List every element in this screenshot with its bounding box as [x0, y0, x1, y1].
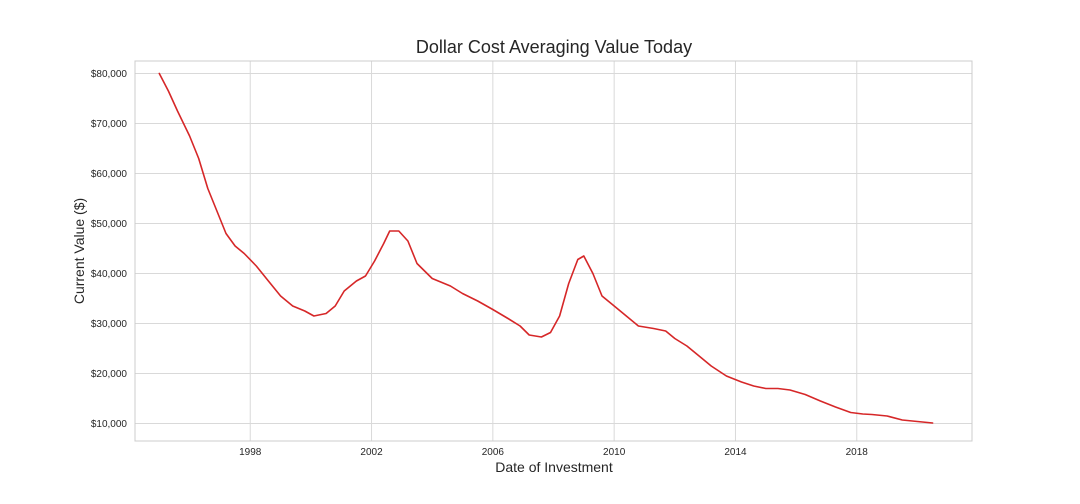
y-tick-label: $30,000	[91, 319, 128, 330]
y-tick-label: $70,000	[91, 119, 128, 130]
x-tick-label: 2002	[360, 447, 383, 458]
y-axis-ticks: $10,000 $20,000 $30,000 $40,000 $50,000 $60,0…	[91, 69, 128, 430]
x-tick-label: 2006	[482, 447, 505, 458]
plot-area-frame	[134, 60, 973, 442]
y-tick-label: $80,000	[91, 69, 128, 80]
y-tick-label: $50,000	[91, 219, 128, 230]
y-axis-label: Current Value ($)	[71, 198, 87, 304]
x-tick-label: 2018	[846, 447, 869, 458]
x-tick-label: 2014	[724, 447, 747, 458]
y-gridlines	[135, 73, 972, 424]
x-axis-label: Date of Investment	[495, 459, 613, 475]
x-tick-label: 2010	[603, 447, 626, 458]
y-tick-label: $10,000	[91, 419, 128, 430]
x-gridlines	[249, 61, 858, 441]
x-axis-ticks: 1998 2002 2006 2010 2014 2018	[239, 447, 868, 458]
chart-title: Dollar Cost Averaging Value Today	[416, 37, 692, 57]
y-tick-label: $20,000	[91, 369, 128, 380]
y-tick-label: $60,000	[91, 169, 128, 180]
x-tick-label: 1998	[239, 447, 262, 458]
series-layer	[158, 72, 934, 424]
y-tick-label: $40,000	[91, 269, 128, 280]
series-line	[158, 72, 934, 424]
